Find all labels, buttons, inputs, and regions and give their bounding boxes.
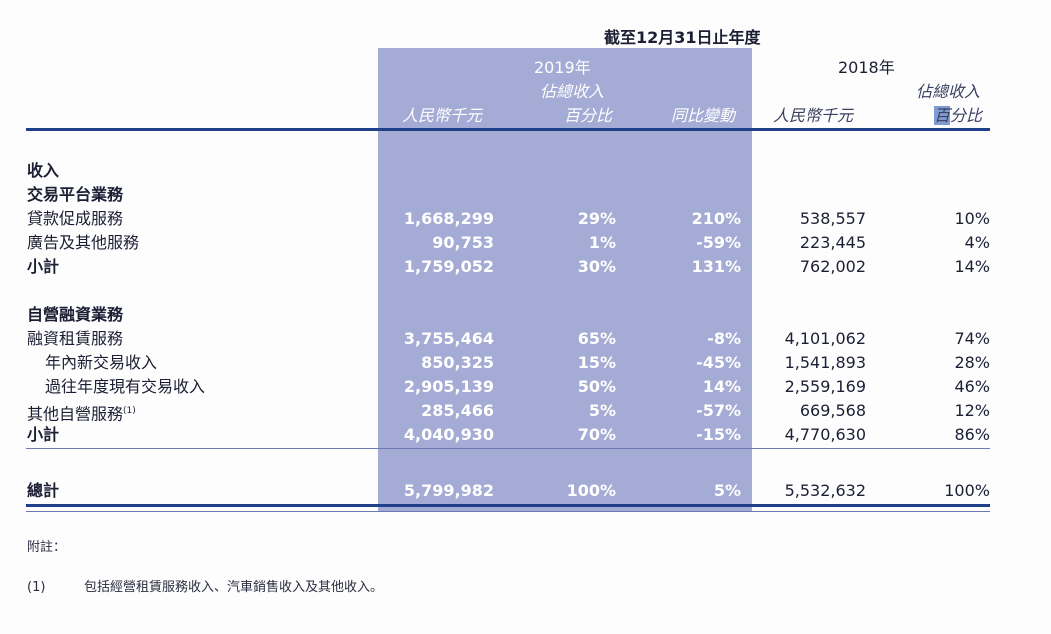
pct-2018: 28% [954,353,990,372]
yoy-change: 14% [702,377,741,396]
row-label: 融資租賃服務 [27,329,124,348]
row-label-text: 其他自營服務 [27,404,124,424]
pct-header-2019-line1: 佔總收入 [540,82,605,101]
section-platform: 交易平台業務 [27,185,124,204]
footnote-marker: (1) [27,580,46,595]
pct-2019: 50% [577,377,616,396]
pct-header-2018-rest: 分比 [950,106,983,125]
pct-2019: 1% [588,233,616,252]
pct-2019: 15% [577,353,616,372]
value-2019: 4,040,930 [403,425,494,444]
value-2019: 90,753 [432,233,494,252]
year-2018-label: 2018年 [838,58,895,77]
footnote-ref: (1) [123,406,136,416]
pct-2019: 100% [566,481,616,500]
period-title: 截至12月31日止年度 [604,28,761,47]
pct-header-2018-marked-char: 百 [934,106,951,125]
row-label: 廣告及其他服務 [27,233,140,252]
rmb-header-2018: 人民幣千元 [773,106,854,125]
value-2018: 5,532,632 [784,481,866,500]
pct-2019: 65% [577,329,616,348]
pct-2018: 4% [964,233,990,252]
total-rule-top [26,504,990,507]
value-2018: 669,568 [799,401,866,420]
row-label-indented: 過往年度現有交易收入 [45,377,206,396]
yoy-change: -57% [696,401,741,420]
row-label-with-note: 其他自營服務(1) [27,401,136,424]
total-rule-bottom [26,511,990,512]
header-rule [26,128,990,131]
pct-2018: 12% [954,401,990,420]
pct-2018: 46% [954,377,990,396]
yoy-header: 同比變動 [671,106,736,125]
yoy-change: 210% [691,209,741,228]
row-label-total: 總計 [27,481,60,500]
value-2019: 285,466 [421,401,494,420]
value-2019: 2,905,139 [403,377,494,396]
year-2019-highlight [378,48,752,512]
value-2018: 538,557 [799,209,866,228]
row-label-subtotal: 小計 [27,257,60,276]
value-2018: 4,101,062 [784,329,866,348]
pct-2018: 10% [954,209,990,228]
value-2019: 1,759,052 [403,257,494,276]
value-2019: 5,799,982 [403,481,494,500]
pct-2018: 14% [954,257,990,276]
pct-2019: 30% [577,257,616,276]
pct-2019: 29% [577,209,616,228]
section-self-operated: 自營融資業務 [27,305,124,324]
subtotal-divider [26,448,990,449]
pct-2019: 5% [588,401,616,420]
year-2019-label: 2019年 [534,58,591,77]
section-revenue: 收入 [27,161,60,180]
yoy-change: -8% [707,329,741,348]
pct-header-2018-line1: 佔總收入 [916,82,981,101]
yoy-change: 5% [713,481,741,500]
notes-title: 附註： [27,540,67,555]
value-2018: 2,559,169 [784,377,866,396]
row-label-subtotal: 小計 [27,425,60,444]
value-2018: 4,770,630 [784,425,866,444]
rmb-header-2019: 人民幣千元 [402,106,483,125]
yoy-change: -59% [696,233,741,252]
value-2018: 1,541,893 [784,353,866,372]
footnote-text: 包括經營租賃服務收入、汽車銷售收入及其他收入。 [84,580,384,595]
value-2019: 3,755,464 [403,329,494,348]
value-2018: 223,445 [799,233,866,252]
value-2019: 1,668,299 [403,209,494,228]
yoy-change: -45% [696,353,741,372]
row-label-indented: 年內新交易收入 [45,353,158,372]
yoy-change: 131% [691,257,741,276]
row-label: 貸款促成服務 [27,209,124,228]
yoy-change: -15% [696,425,741,444]
pct-2019: 70% [577,425,616,444]
value-2018: 762,002 [799,257,866,276]
pct-2018: 86% [954,425,990,444]
pct-header-2018-line2: 百分比 [934,106,982,126]
pct-2018: 100% [944,481,990,500]
pct-2018: 74% [954,329,990,348]
value-2019: 850,325 [421,353,494,372]
pct-header-2019-line2: 百分比 [564,106,613,125]
